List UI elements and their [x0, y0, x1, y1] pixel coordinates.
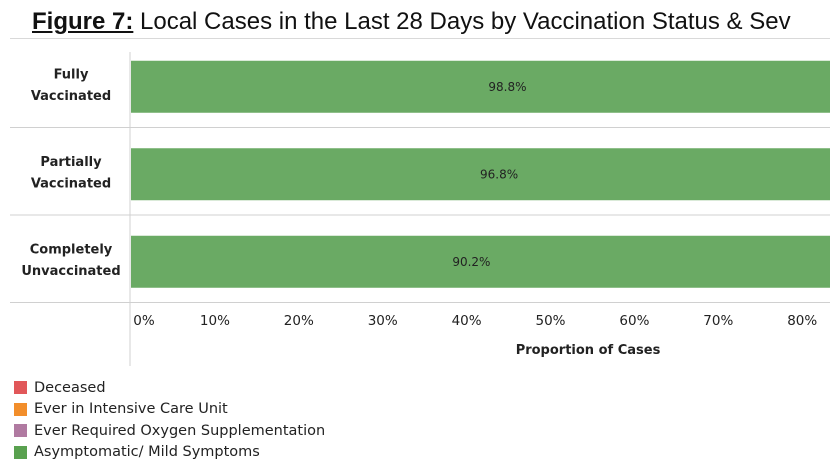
- legend-label: Deceased: [34, 379, 106, 396]
- legend-swatch: [14, 402, 27, 416]
- bar-segment: [131, 60, 830, 113]
- row-separators: [10, 52, 830, 366]
- category-label-line: Unvaccinated: [21, 264, 120, 279]
- legend-label: Asymptomatic/ Mild Symptoms: [34, 444, 260, 461]
- x-tick-label: 0%: [133, 313, 155, 329]
- title-divider: [10, 38, 830, 39]
- category-label: Completely Unvaccinated: [21, 243, 120, 279]
- chart-title: Figure 7: Local Cases in the Last 28 Day…: [32, 8, 791, 36]
- bar-segment: [131, 148, 830, 201]
- x-axis-label: Proportion of Cases: [516, 343, 661, 358]
- category-label-line: Fully: [54, 68, 89, 83]
- category-label-line: Completely: [30, 243, 113, 258]
- x-tick-label: 50%: [535, 313, 565, 329]
- legend-item: Deceased: [14, 377, 325, 399]
- bar-value-label: 96.8%: [480, 167, 518, 181]
- bar-chart: 98.8%96.8%90.2% Fully VaccinatedPartially…: [10, 52, 830, 366]
- legend-item: Asymptomatic/ Mild Symptoms: [14, 442, 325, 464]
- category-label-line: Partially: [40, 155, 102, 170]
- legend-swatch: [14, 381, 27, 395]
- legend-swatch: [14, 424, 27, 438]
- x-tick-label: 20%: [284, 313, 314, 329]
- figure-label: Figure 7:: [32, 8, 134, 35]
- x-tick-label: 70%: [703, 313, 733, 329]
- legend-item: Ever in Intensive Care Unit: [14, 399, 325, 421]
- x-tick-label: 80%: [787, 313, 817, 329]
- legend-swatch: [14, 445, 27, 459]
- category-labels: Fully Vaccinated Partially Vaccinated Comple…: [21, 68, 120, 279]
- bar-value-label: 90.2%: [452, 255, 490, 269]
- legend-label: Ever Required Oxygen Supplementation: [34, 422, 326, 439]
- bar-value-label: 98.8%: [488, 80, 526, 94]
- legend-label: Ever in Intensive Care Unit: [34, 401, 228, 418]
- x-tick-label: 40%: [452, 313, 482, 329]
- bar-segment: [131, 235, 830, 288]
- legend: Deceased Ever in Intensive Care Unit Ever …: [14, 377, 325, 463]
- legend-item: Ever Required Oxygen Supplementation: [14, 420, 325, 442]
- x-tick-label: 30%: [368, 313, 398, 329]
- x-tick-labels: 0% 10% 20% 30% 40% 50% 60% 70% 80%: [133, 313, 817, 329]
- title-text: Local Cases in the Last 28 Days by Vacci…: [133, 8, 791, 35]
- category-label-line: Vaccinated: [31, 89, 111, 104]
- category-label: Partially Vaccinated: [31, 155, 111, 191]
- x-tick-label: 60%: [619, 313, 649, 329]
- bars: 98.8% 96.8% 90.2%: [131, 60, 830, 288]
- x-tick-label: 10%: [200, 313, 230, 329]
- category-label: Fully Vaccinated: [31, 68, 111, 104]
- category-label-line: Vaccinated: [31, 176, 111, 191]
